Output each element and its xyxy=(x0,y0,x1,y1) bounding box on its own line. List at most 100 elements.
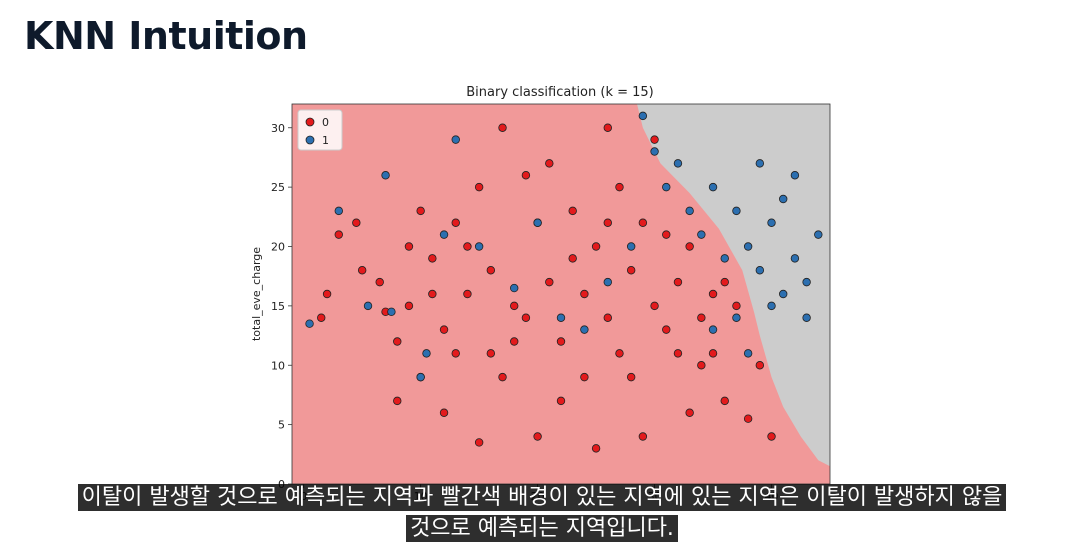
point-class-0 xyxy=(463,289,472,299)
point-class-0 xyxy=(568,206,577,216)
point-class-1 xyxy=(755,266,765,275)
point-class-0 xyxy=(352,218,361,227)
point-class-1 xyxy=(720,254,729,263)
point-class-1 xyxy=(580,325,589,334)
y-tick-label: 30 xyxy=(271,122,285,135)
point-class-0 xyxy=(626,266,636,275)
point-class-1 xyxy=(743,242,753,251)
point-class-1 xyxy=(767,218,776,227)
point-class-0 xyxy=(393,337,402,346)
legend: 01 xyxy=(297,109,343,151)
point-class-0 xyxy=(673,349,683,358)
point-class-0 xyxy=(685,242,694,251)
point-class-1 xyxy=(305,319,314,328)
point-class-1 xyxy=(802,277,811,287)
point-class-0 xyxy=(439,408,449,417)
point-class-0 xyxy=(708,289,718,299)
point-class-1 xyxy=(556,313,566,322)
point-class-1 xyxy=(638,111,648,121)
caption-line-1: 이탈이 발생할 것으로 예측되는 지역과 빨간색 배경이 있는 지역에 있는 지… xyxy=(77,484,1007,511)
point-class-0 xyxy=(317,313,326,322)
point-class-0 xyxy=(474,438,484,447)
point-class-0 xyxy=(638,218,648,227)
point-class-0 xyxy=(708,349,718,358)
point-class-1 xyxy=(743,349,753,358)
point-class-0 xyxy=(568,254,577,263)
point-class-0 xyxy=(580,372,589,382)
point-class-0 xyxy=(673,277,683,287)
knn-chart: Binary classification (k = 15) 0 5 10 15 20 2… xyxy=(238,78,848,518)
point-class-0 xyxy=(404,242,414,251)
point-class-0 xyxy=(556,396,566,406)
point-class-0 xyxy=(638,432,648,441)
y-axis-label: total_eve_charge xyxy=(250,247,263,341)
point-class-0 xyxy=(521,171,531,180)
y-tick-label: 10 xyxy=(271,359,285,372)
knn-scatter-plot: Binary classification (k = 15) 0 5 10 15 20 2… xyxy=(250,85,831,503)
point-class-0 xyxy=(697,313,706,322)
point-class-0 xyxy=(626,372,636,382)
point-class-1 xyxy=(802,313,811,322)
point-class-0 xyxy=(591,444,601,453)
point-class-1 xyxy=(334,206,343,216)
point-class-1 xyxy=(790,254,800,263)
point-class-0 xyxy=(404,301,414,311)
point-class-0 xyxy=(556,337,566,346)
point-class-1 xyxy=(767,301,776,311)
point-class-0 xyxy=(393,396,402,406)
point-class-0 xyxy=(428,254,437,263)
point-class-1 xyxy=(755,159,765,168)
point-class-1 xyxy=(387,307,396,317)
legend-label-0: 0 xyxy=(322,116,329,129)
point-class-1 xyxy=(814,230,823,239)
y-tick-label: 5 xyxy=(278,419,285,432)
point-class-0 xyxy=(603,218,612,227)
point-class-1 xyxy=(732,313,741,322)
point-class-1 xyxy=(510,283,519,293)
point-class-0 xyxy=(720,396,729,406)
point-class-0 xyxy=(545,277,554,287)
point-class-0 xyxy=(650,135,659,144)
point-class-1 xyxy=(439,230,449,239)
point-class-0 xyxy=(591,242,601,251)
point-class-1 xyxy=(474,242,484,251)
point-class-0 xyxy=(662,230,671,239)
point-class-0 xyxy=(357,266,367,275)
point-class-0 xyxy=(322,289,332,299)
point-class-0 xyxy=(486,266,496,275)
point-class-0 xyxy=(439,325,449,334)
region-class-1 xyxy=(637,104,830,467)
decision-regions xyxy=(292,104,830,484)
point-class-1 xyxy=(451,135,460,144)
point-class-0 xyxy=(732,301,741,311)
point-class-0 xyxy=(498,123,507,132)
point-class-0 xyxy=(463,242,472,251)
point-class-1 xyxy=(685,206,694,216)
point-class-0 xyxy=(697,361,706,370)
point-class-0 xyxy=(416,206,425,216)
y-tick-label: 15 xyxy=(271,300,285,313)
point-class-1 xyxy=(779,194,788,204)
legend-marker-1 xyxy=(305,135,315,145)
point-class-0 xyxy=(334,230,343,239)
point-class-1 xyxy=(626,242,636,251)
point-class-0 xyxy=(720,277,729,287)
point-class-0 xyxy=(486,349,496,358)
point-class-0 xyxy=(375,277,384,287)
point-class-0 xyxy=(755,361,765,370)
point-class-0 xyxy=(650,301,659,311)
point-class-1 xyxy=(708,182,718,192)
legend-label-1: 1 xyxy=(322,134,329,147)
point-class-0 xyxy=(510,337,519,346)
slide-title: KNN Intuition xyxy=(24,14,308,58)
point-class-0 xyxy=(474,182,484,192)
point-class-0 xyxy=(685,408,694,417)
subtitle-caption: 이탈이 발생할 것으로 예측되는 지역과 빨간색 배경이 있는 지역에 있는 지… xyxy=(0,482,1084,544)
point-class-0 xyxy=(615,349,624,358)
point-class-1 xyxy=(732,206,741,216)
point-class-0 xyxy=(615,182,624,192)
point-class-0 xyxy=(545,159,554,168)
point-class-1 xyxy=(662,182,671,192)
point-class-1 xyxy=(650,147,659,156)
point-class-0 xyxy=(603,313,612,322)
